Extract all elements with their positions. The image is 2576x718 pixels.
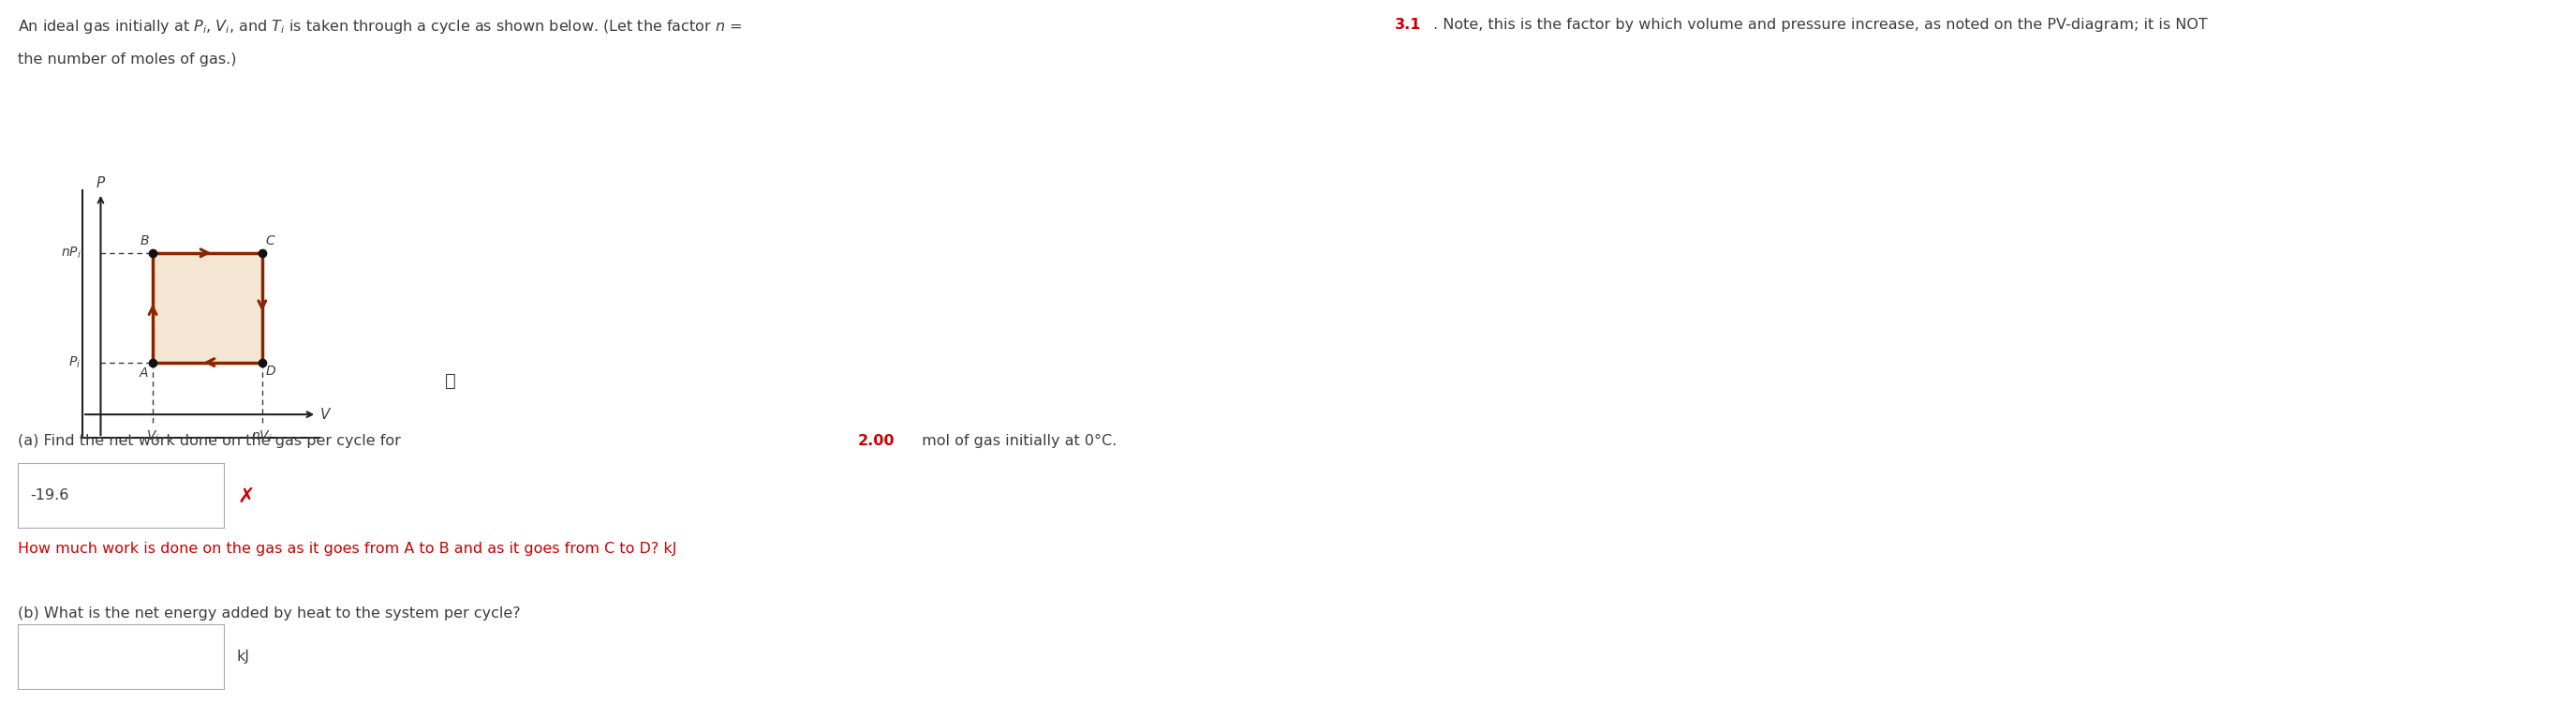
Text: ✗: ✗ — [237, 488, 255, 506]
Text: $D$: $D$ — [265, 365, 276, 378]
Text: $V_i$: $V_i$ — [147, 429, 160, 444]
Text: (a) Find the net work done on the gas per cycle for: (a) Find the net work done on the gas pe… — [18, 434, 407, 449]
Text: $C$: $C$ — [265, 235, 276, 248]
Text: (b) What is the net energy added by heat to the system per cycle?: (b) What is the net energy added by heat… — [18, 607, 520, 621]
Text: -19.6: -19.6 — [31, 488, 70, 503]
Text: the number of moles of gas.): the number of moles of gas.) — [18, 52, 237, 67]
Text: 3.1: 3.1 — [1396, 18, 1422, 32]
Text: kJ: kJ — [237, 650, 250, 664]
Text: ⓘ: ⓘ — [446, 372, 456, 389]
Text: $nV_i$: $nV_i$ — [252, 429, 273, 444]
Text: $V$: $V$ — [319, 407, 332, 422]
Text: . Note, this is the factor by which volume and pressure increase, as noted on th: . Note, this is the factor by which volu… — [1432, 18, 2208, 32]
Text: $P$: $P$ — [95, 175, 106, 190]
Text: 2.00: 2.00 — [858, 434, 894, 449]
Polygon shape — [152, 253, 263, 363]
Text: An ideal gas initially at $P_i$, $V_i$, and $T_i$ is taken through a cycle as sh: An ideal gas initially at $P_i$, $V_i$, … — [18, 18, 744, 36]
Text: $P_i$: $P_i$ — [70, 355, 80, 370]
Text: mol of gas initially at 0°C.: mol of gas initially at 0°C. — [917, 434, 1118, 449]
Text: How much work is done on the gas as it goes from A to B and as it goes from C to: How much work is done on the gas as it g… — [18, 542, 677, 556]
Text: $A$: $A$ — [139, 366, 149, 380]
Text: $nP_i$: $nP_i$ — [59, 246, 80, 261]
Text: $B$: $B$ — [139, 235, 149, 248]
